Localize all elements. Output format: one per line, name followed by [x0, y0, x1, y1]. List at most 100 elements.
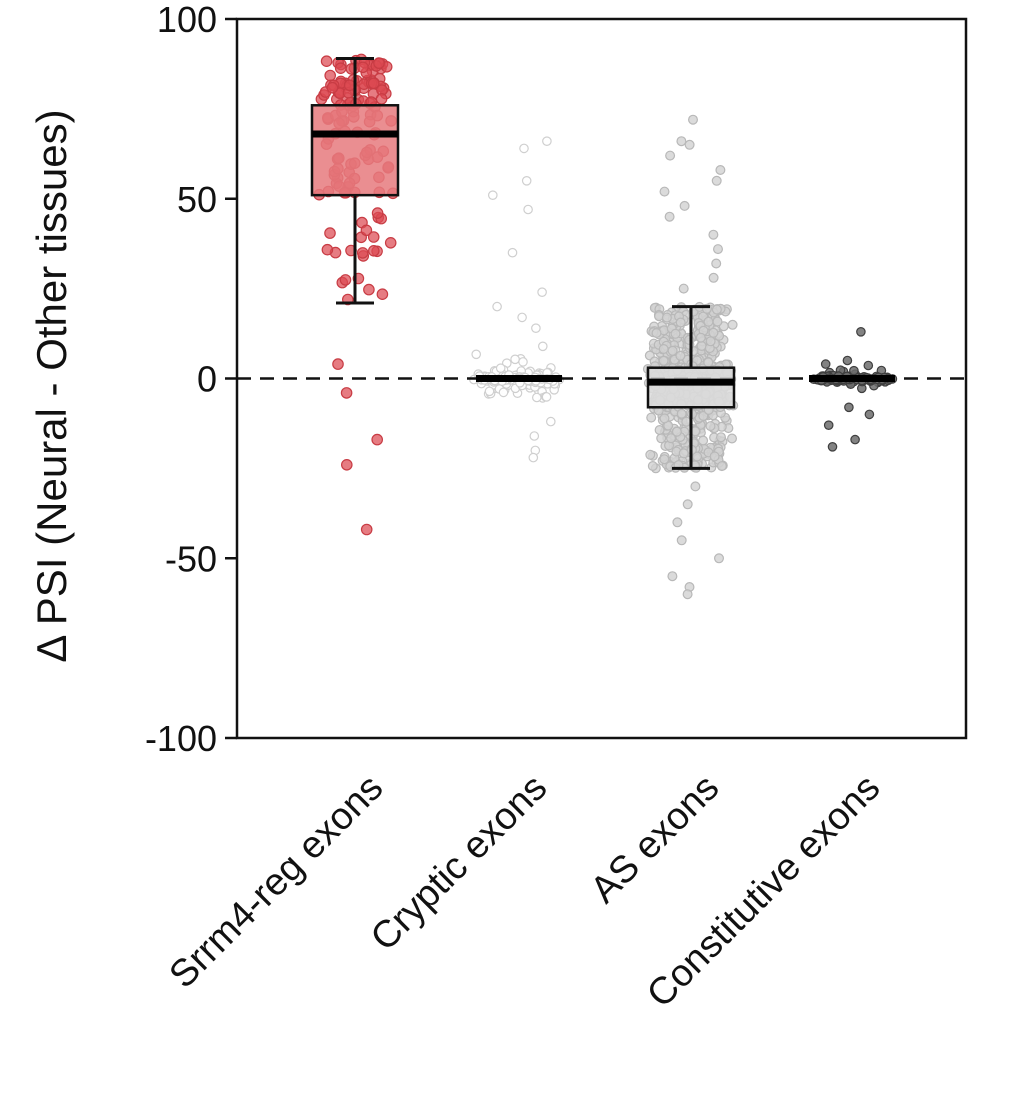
data-point	[343, 79, 356, 91]
data-point	[670, 328, 681, 339]
data-point	[687, 114, 698, 125]
data-point	[523, 204, 533, 215]
y-tick-label: 0	[197, 359, 217, 400]
data-point	[675, 317, 686, 328]
data-point	[703, 316, 714, 327]
data-point	[518, 357, 528, 367]
data-point	[537, 287, 547, 297]
data-point	[471, 349, 481, 360]
data-point	[856, 326, 866, 337]
data-point	[692, 451, 703, 462]
data-point	[682, 499, 693, 510]
data-point	[672, 517, 683, 528]
data-point	[646, 412, 657, 423]
data-point	[531, 392, 542, 403]
x-tick-label: Cryptic exons	[363, 767, 555, 959]
data-point	[371, 433, 383, 446]
data-point	[664, 211, 675, 222]
data-point	[844, 402, 854, 413]
data-points	[313, 53, 898, 600]
data-point	[519, 143, 529, 154]
data-point	[507, 247, 518, 258]
data-point	[678, 448, 689, 459]
data-point	[827, 441, 838, 452]
data-point	[715, 165, 726, 176]
box-2	[476, 375, 562, 382]
data-point	[659, 413, 670, 424]
data-point	[528, 452, 539, 463]
data-point	[334, 62, 347, 74]
data-point	[709, 451, 720, 462]
data-point	[510, 354, 520, 365]
data-point	[681, 416, 692, 427]
data-point	[820, 359, 831, 369]
data-point	[676, 408, 687, 419]
data-point	[708, 327, 719, 338]
data-point	[645, 449, 656, 460]
data-point	[545, 416, 556, 427]
data-point	[363, 283, 375, 296]
data-point	[661, 312, 672, 323]
data-point	[705, 421, 716, 432]
data-point	[373, 57, 385, 69]
box-iqr	[310, 104, 400, 197]
data-point	[712, 244, 723, 255]
data-point	[340, 458, 353, 471]
data-point	[360, 523, 373, 536]
data-point	[659, 454, 670, 465]
data-point	[712, 316, 723, 327]
data-point	[715, 432, 726, 443]
data-point	[487, 190, 498, 200]
y-tick-label: -50	[165, 538, 217, 579]
data-point	[541, 392, 552, 402]
data-point	[708, 229, 719, 240]
data-point	[842, 355, 853, 366]
data-point	[367, 245, 380, 257]
data-point	[665, 150, 676, 161]
data-point	[658, 355, 669, 366]
data-point	[484, 386, 495, 397]
data-point	[708, 272, 719, 283]
data-point	[321, 243, 334, 256]
data-point	[671, 426, 682, 437]
y-tick-label: 50	[177, 179, 217, 220]
data-point	[667, 345, 678, 356]
data-point	[676, 535, 687, 546]
data-point	[492, 301, 502, 312]
data-point	[690, 481, 701, 492]
y-tick-label: -100	[145, 718, 217, 759]
boxes	[310, 57, 895, 470]
data-point	[654, 425, 665, 436]
data-point	[537, 341, 548, 352]
data-point	[375, 93, 388, 105]
data-point	[667, 571, 678, 582]
data-point	[665, 433, 676, 444]
box-1	[310, 57, 400, 305]
data-point	[711, 304, 722, 315]
data-point	[695, 332, 706, 343]
data-point	[326, 81, 339, 94]
data-point	[711, 258, 722, 269]
box-3	[646, 305, 736, 470]
data-point	[682, 589, 693, 600]
data-point	[498, 387, 509, 398]
data-point	[376, 288, 389, 300]
data-point	[647, 461, 658, 472]
data-point	[726, 433, 737, 444]
data-point	[711, 175, 722, 186]
data-point	[653, 311, 664, 322]
data-point	[340, 387, 353, 399]
data-point	[863, 360, 874, 371]
data-point	[384, 237, 397, 249]
data-point	[367, 77, 380, 90]
data-point	[542, 136, 552, 146]
y-tick-label: 100	[157, 0, 217, 40]
data-point	[678, 283, 689, 294]
data-point	[357, 61, 369, 74]
data-point	[324, 69, 336, 82]
y-axis: 100 50 0 -50 -100	[145, 0, 237, 759]
data-point	[332, 358, 344, 370]
data-point	[339, 274, 352, 286]
